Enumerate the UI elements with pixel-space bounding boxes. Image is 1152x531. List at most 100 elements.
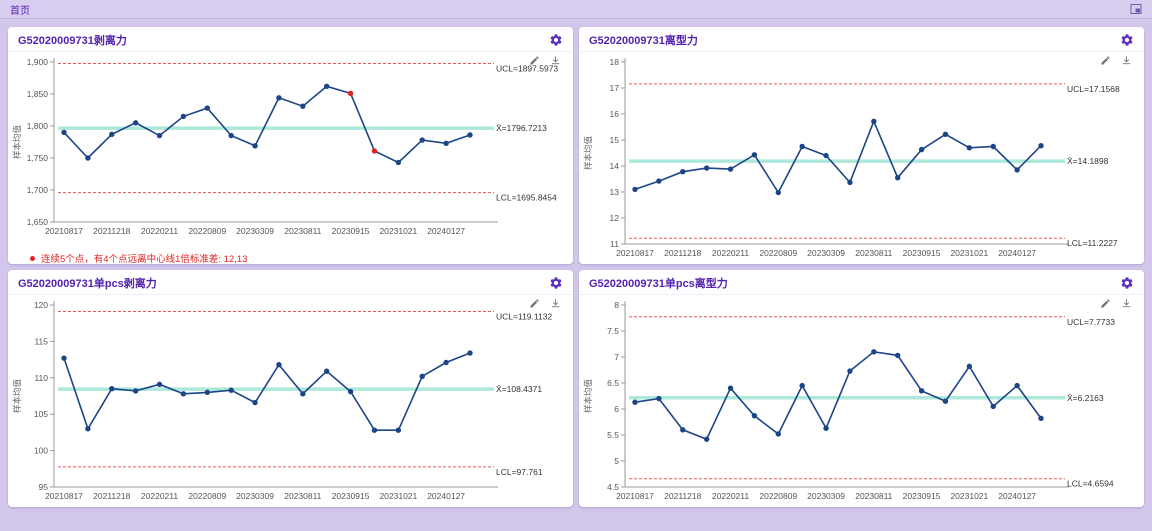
- svg-text:20210817: 20210817: [616, 491, 654, 501]
- panel-pcs-release-force: G52020009731单pcs离型力 4.555.566.577.582021…: [579, 270, 1144, 507]
- svg-text:20230915: 20230915: [332, 491, 370, 501]
- gear-icon[interactable]: [1120, 33, 1134, 47]
- panel-title: G52020009731单pcs剥离力: [18, 275, 157, 291]
- chart-area: 1112131415161718202108172021121820220211…: [579, 52, 1144, 264]
- svg-text:UCL=17.1568: UCL=17.1568: [1067, 84, 1120, 94]
- svg-text:20231021: 20231021: [379, 491, 417, 501]
- svg-text:20211218: 20211218: [664, 248, 701, 258]
- svg-text:20240127: 20240127: [998, 491, 1036, 501]
- svg-text:20230309: 20230309: [807, 248, 845, 258]
- svg-text:1,750: 1,750: [27, 153, 49, 163]
- svg-text:1,850: 1,850: [27, 89, 49, 99]
- control-chart-svg: 1,6501,7001,7501,8001,8501,9002021081720…: [8, 52, 566, 244]
- download-icon[interactable]: [1121, 55, 1132, 66]
- svg-text:5.5: 5.5: [607, 430, 619, 440]
- panel-header: G52020009731离型力: [579, 27, 1144, 52]
- svg-text:6.5: 6.5: [607, 378, 619, 388]
- dashboard-grid: G52020009731剥离力 1,6501,7001,7501,8001,85…: [0, 19, 1152, 515]
- svg-text:100: 100: [34, 446, 48, 456]
- gear-icon[interactable]: [549, 33, 563, 47]
- svg-text:20230811: 20230811: [284, 226, 321, 236]
- gear-icon[interactable]: [549, 276, 563, 290]
- svg-text:20230915: 20230915: [903, 491, 941, 501]
- svg-text:1,900: 1,900: [27, 57, 49, 67]
- chart-area: 4.555.566.577.58202108172021121820220211…: [579, 295, 1144, 507]
- chart-area: 1,6501,7001,7501,8001,8501,9002021081720…: [8, 52, 573, 249]
- control-chart-svg: 9510010511011512020210817202112182022021…: [8, 295, 566, 507]
- home-tab[interactable]: 首页: [10, 2, 30, 17]
- svg-text:115: 115: [34, 336, 48, 346]
- svg-text:20210817: 20210817: [45, 491, 83, 501]
- svg-text:20211218: 20211218: [664, 491, 701, 501]
- svg-text:X̄=1796.7213: X̄=1796.7213: [496, 123, 547, 133]
- svg-text:LCL=1695.8454: LCL=1695.8454: [496, 193, 557, 203]
- edit-icon[interactable]: [529, 55, 540, 66]
- svg-text:20220211: 20220211: [712, 248, 749, 258]
- svg-text:20230915: 20230915: [332, 226, 370, 236]
- note-text: 连续5个点，有4个点远离中心线1倍标准差: 12,13: [41, 251, 247, 264]
- svg-text:1,700: 1,700: [27, 185, 49, 195]
- panel-title: G52020009731离型力: [589, 32, 698, 48]
- expand-icon[interactable]: [1130, 3, 1142, 15]
- panel-header: G52020009731剥离力: [8, 27, 573, 52]
- download-icon[interactable]: [550, 298, 561, 309]
- svg-text:105: 105: [34, 409, 48, 419]
- download-icon[interactable]: [550, 55, 561, 66]
- gear-icon[interactable]: [1120, 276, 1134, 290]
- control-chart-svg: 4.555.566.577.58202108172021121820220211…: [579, 295, 1137, 507]
- svg-text:LCL=4.6594: LCL=4.6594: [1067, 479, 1114, 489]
- edit-icon[interactable]: [529, 298, 540, 309]
- svg-text:120: 120: [34, 300, 48, 310]
- panel-release-force: G52020009731离型力 111213141516171820210817…: [579, 27, 1144, 264]
- svg-text:LCL=97.761: LCL=97.761: [496, 467, 543, 477]
- download-icon[interactable]: [1121, 298, 1132, 309]
- svg-text:UCL=119.1132: UCL=119.1132: [496, 311, 552, 321]
- svg-text:1,800: 1,800: [27, 121, 49, 131]
- svg-text:16: 16: [610, 109, 620, 119]
- svg-text:20210817: 20210817: [616, 248, 654, 258]
- svg-text:20230309: 20230309: [807, 491, 845, 501]
- svg-text:20220809: 20220809: [759, 248, 797, 258]
- panel-title: G52020009731剥离力: [18, 32, 127, 48]
- svg-text:15: 15: [610, 135, 620, 145]
- svg-text:20220211: 20220211: [712, 491, 749, 501]
- note-bullet-icon: [30, 256, 35, 261]
- svg-text:20230811: 20230811: [855, 491, 892, 501]
- svg-text:20220809: 20220809: [188, 491, 226, 501]
- svg-text:14: 14: [610, 161, 620, 171]
- svg-text:X̄=14.1898: X̄=14.1898: [1067, 156, 1109, 166]
- panel-header: G52020009731单pcs剥离力: [8, 270, 573, 295]
- violation-note: 连续5个点，有4个点远离中心线1倍标准差: 12,13: [8, 249, 573, 264]
- svg-text:20230811: 20230811: [855, 248, 892, 258]
- svg-text:样本均值: 样本均值: [583, 379, 593, 414]
- panel-pcs-peel-force: G52020009731单pcs剥离力 95100105110115120202…: [8, 270, 573, 507]
- svg-text:8: 8: [614, 300, 619, 310]
- topbar: 首页: [0, 0, 1152, 19]
- svg-text:20240127: 20240127: [427, 226, 465, 236]
- control-chart-svg: 1112131415161718202108172021121820220211…: [579, 52, 1137, 264]
- svg-text:20220809: 20220809: [759, 491, 797, 501]
- svg-text:5: 5: [614, 456, 619, 466]
- svg-text:17: 17: [610, 83, 620, 93]
- svg-text:X̄=108.4371: X̄=108.4371: [496, 384, 542, 394]
- panel-header: G52020009731单pcs离型力: [579, 270, 1144, 295]
- svg-text:20220211: 20220211: [141, 226, 178, 236]
- svg-text:20220809: 20220809: [188, 226, 226, 236]
- svg-text:20210817: 20210817: [45, 226, 83, 236]
- svg-text:20231021: 20231021: [950, 491, 988, 501]
- svg-text:18: 18: [610, 57, 620, 67]
- edit-icon[interactable]: [1100, 298, 1111, 309]
- edit-icon[interactable]: [1100, 55, 1111, 66]
- svg-text:20230309: 20230309: [236, 491, 274, 501]
- svg-text:20220211: 20220211: [141, 491, 178, 501]
- panel-peel-force: G52020009731剥离力 1,6501,7001,7501,8001,85…: [8, 27, 573, 264]
- svg-text:12: 12: [610, 213, 620, 223]
- svg-text:样本均值: 样本均值: [583, 136, 593, 171]
- svg-text:样本均值: 样本均值: [12, 125, 22, 160]
- svg-text:LCL=11.2227: LCL=11.2227: [1067, 238, 1118, 248]
- svg-text:13: 13: [610, 187, 620, 197]
- svg-text:6: 6: [614, 404, 619, 414]
- svg-text:20231021: 20231021: [379, 226, 417, 236]
- svg-text:样本均值: 样本均值: [12, 379, 22, 414]
- svg-text:20230309: 20230309: [236, 226, 274, 236]
